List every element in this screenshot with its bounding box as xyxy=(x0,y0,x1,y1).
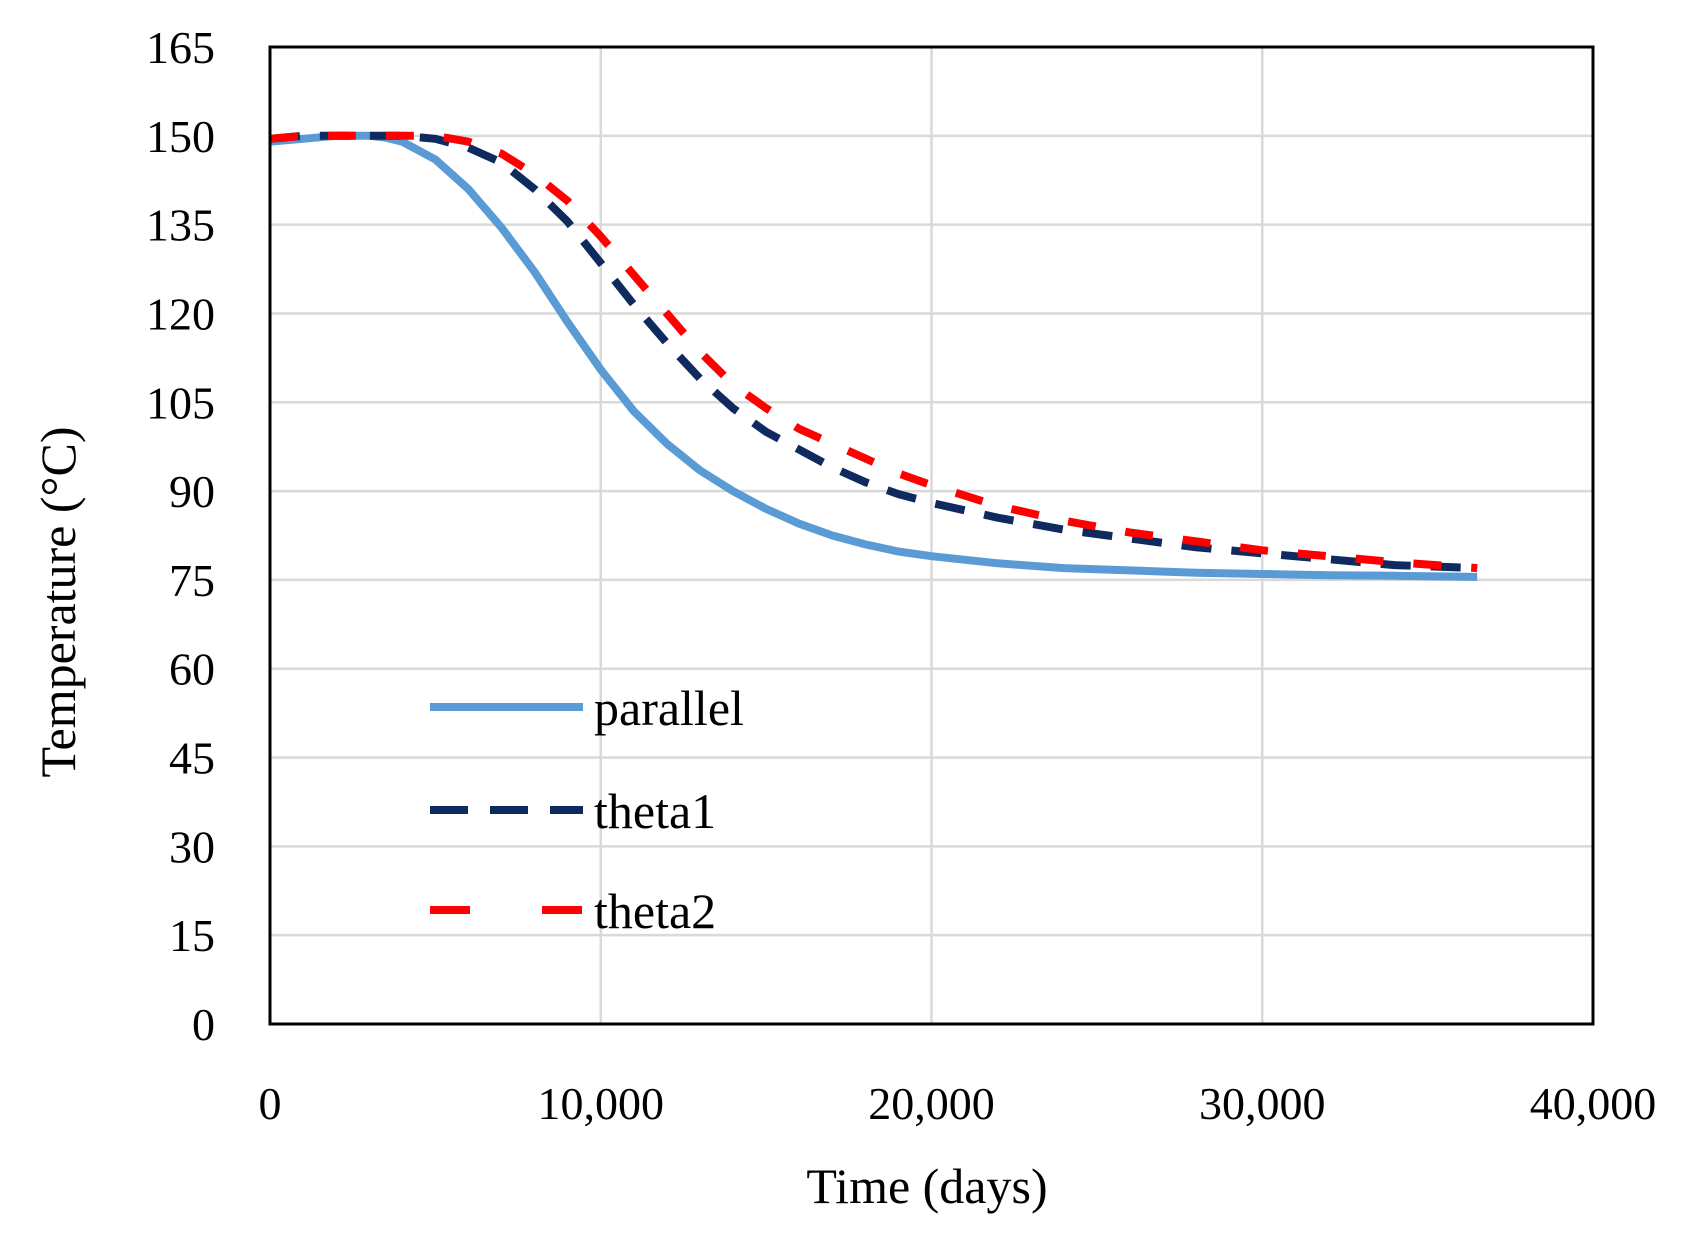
plot-area-border xyxy=(268,45,1595,1026)
x-tick-label: 20,000 xyxy=(868,1078,995,1129)
grid-lines xyxy=(270,47,1593,1024)
x-tick-label: 40,000 xyxy=(1530,1078,1657,1129)
series-line-theta2 xyxy=(269,131,1478,573)
legend-label-parallel: parallel xyxy=(594,680,744,736)
x-axis-ticks: 0 10,000 20,000 30,000 40,000 xyxy=(259,1078,1657,1129)
y-tick-label: 120 xyxy=(146,288,215,339)
x-axis-title: Time (days) xyxy=(806,1158,1047,1214)
y-tick-label: 0 xyxy=(192,999,215,1050)
y-tick-label: 90 xyxy=(169,466,215,517)
x-tick-label: 30,000 xyxy=(1199,1078,1326,1129)
x-tick-label: 0 xyxy=(259,1078,282,1129)
legend-label-theta2: theta2 xyxy=(594,883,716,939)
y-tick-label: 150 xyxy=(146,111,215,162)
legend: parallel theta1 theta2 xyxy=(430,680,744,939)
legend-label-theta1: theta1 xyxy=(594,783,716,839)
y-tick-label: 45 xyxy=(169,733,215,784)
y-tick-label: 135 xyxy=(146,200,215,251)
y-axis-title: Temperature (°C) xyxy=(30,426,86,777)
y-tick-label: 75 xyxy=(169,555,215,606)
x-tick-label: 10,000 xyxy=(538,1078,665,1129)
y-axis-ticks: 0 15 30 45 60 75 90 105 120 135 150 165 xyxy=(146,22,215,1050)
y-tick-label: 165 xyxy=(146,22,215,73)
series-lines xyxy=(269,131,1478,581)
series-line-theta1 xyxy=(269,131,1478,573)
y-tick-label: 30 xyxy=(169,821,215,872)
y-tick-label: 60 xyxy=(169,644,215,695)
y-tick-label: 15 xyxy=(169,910,215,961)
series-line-parallel xyxy=(269,131,1478,581)
y-tick-label: 105 xyxy=(146,377,215,428)
